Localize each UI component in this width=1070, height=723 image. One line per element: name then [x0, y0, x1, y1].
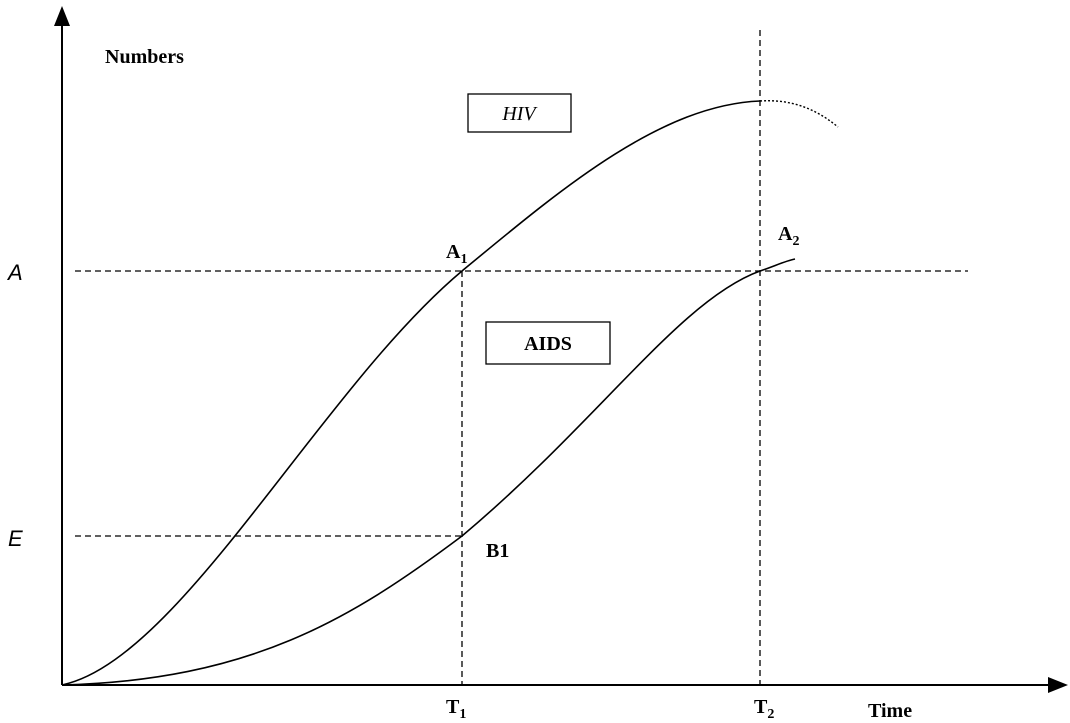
label-sub: 1 — [459, 707, 466, 722]
point-b1-label: B1 — [486, 540, 509, 562]
aids-curve — [61, 258, 796, 686]
time-t2-label: T2 — [754, 696, 774, 722]
hiv-box — [467, 93, 572, 133]
hiv-label: HIV — [501, 103, 538, 125]
level-a-label: A — [6, 260, 23, 285]
level-b-label: E — [8, 526, 23, 551]
point-a1-label: A1 — [446, 241, 467, 267]
hiv-curve-projection — [759, 100, 839, 128]
aids-label: AIDS — [524, 333, 572, 355]
label-main: A — [778, 223, 793, 245]
label-sub: 2 — [767, 707, 774, 722]
aids-box — [485, 321, 611, 365]
label-main: T — [446, 696, 460, 718]
time-t1-label: T1 — [446, 696, 466, 722]
y-axis-label: Numbers — [105, 46, 184, 68]
label-sub: 2 — [792, 234, 799, 249]
hiv-curve — [61, 100, 761, 686]
y-arrow — [54, 6, 70, 26]
point-a2-label: A2 — [778, 223, 799, 249]
label-main: A — [446, 241, 461, 263]
x-axis-label: Time — [868, 700, 912, 722]
label-sub: 1 — [460, 252, 467, 267]
label-main: T — [754, 696, 768, 718]
x-arrow — [1048, 677, 1068, 693]
